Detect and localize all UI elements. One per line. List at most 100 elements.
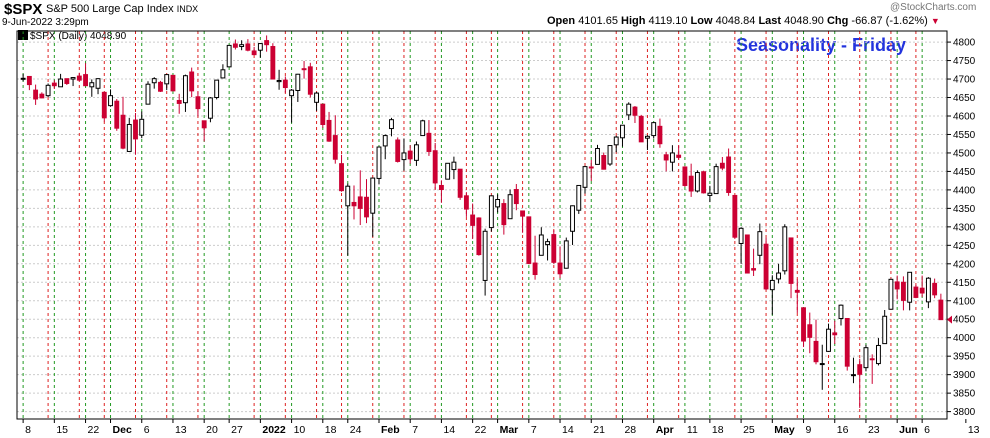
candle-body	[463, 195, 469, 210]
candle-body	[844, 317, 850, 367]
candle-body	[651, 122, 657, 137]
y-tick-label: 4400	[953, 185, 976, 196]
x-tick-label: 7	[531, 424, 537, 436]
x-tick-label: 18	[712, 424, 724, 436]
candle-body	[776, 272, 781, 280]
x-tick-label: 22	[475, 424, 487, 436]
x-tick-label: 6	[924, 424, 930, 436]
candle-body	[782, 226, 788, 272]
candle-body	[676, 154, 682, 158]
candle-body	[645, 135, 650, 139]
candle-body	[301, 68, 307, 71]
x-tick-label: 14	[562, 424, 574, 436]
x-tick-label: 14	[443, 424, 455, 436]
candle-body	[389, 119, 394, 130]
candle-body	[907, 271, 913, 303]
candle-body	[214, 79, 220, 99]
candle-body	[563, 240, 569, 269]
candle-body	[376, 146, 382, 179]
chart-datetime: 9-Jun-2022 3:29pm	[2, 17, 89, 28]
chg-value: -66.87 (-1.62%)	[851, 15, 928, 27]
candle-body	[407, 150, 413, 160]
candle-body	[688, 175, 694, 192]
candle-body	[482, 230, 488, 281]
candle-body	[51, 82, 57, 87]
y-tick-label: 4450	[953, 167, 976, 178]
candle-body	[89, 82, 95, 88]
candle-body	[207, 97, 213, 119]
candle-body	[251, 50, 257, 56]
candle-body	[751, 268, 757, 271]
stockcharts-watermark: @StockCharts.com	[890, 2, 977, 13]
candle-body	[769, 279, 775, 291]
ticker-symbol: $SPX	[4, 1, 43, 18]
candle-body	[570, 205, 575, 232]
open-label: Open	[547, 15, 576, 27]
candle-body	[801, 307, 806, 342]
x-tick-label: 24	[350, 424, 362, 436]
candle-body	[476, 217, 482, 256]
candle-body	[501, 203, 507, 226]
x-tick-label: 16	[837, 424, 849, 436]
candle-body	[83, 74, 88, 87]
x-tick-label: 28	[624, 424, 636, 436]
candle-body	[900, 281, 906, 301]
candle-body	[220, 69, 226, 79]
y-tick-label: 3950	[953, 352, 976, 363]
candle-body	[145, 83, 151, 105]
candle-body	[588, 166, 594, 169]
last-value: 4048.90	[784, 15, 824, 27]
candle-body	[20, 77, 26, 80]
candle-body	[320, 103, 326, 125]
candle-body	[176, 99, 182, 104]
candle-body	[295, 73, 301, 91]
candle-body	[139, 118, 145, 136]
x-tick-label: 11	[687, 424, 698, 436]
candle-body	[151, 78, 157, 84]
candle-body	[551, 234, 557, 263]
candle-body	[470, 214, 476, 226]
candle-body	[638, 115, 644, 143]
candle-body	[888, 278, 894, 310]
candle-body	[701, 171, 707, 194]
candle-body	[395, 139, 401, 162]
candle-body	[719, 162, 725, 169]
candle-body	[438, 184, 444, 191]
candle-body	[70, 77, 76, 80]
candle-body	[351, 201, 357, 207]
candle-body	[451, 161, 457, 171]
candle-body	[876, 344, 881, 365]
candle-body	[232, 43, 238, 48]
high-label: High	[621, 15, 646, 27]
x-tick-label: Feb	[381, 424, 400, 436]
candle-body	[457, 168, 463, 198]
candle-body	[763, 243, 769, 290]
x-tick-label: May	[774, 424, 795, 436]
x-tick-label: 21	[593, 424, 605, 436]
candle-body	[189, 71, 195, 92]
ohlc-readout: Open 4101.65 High 4119.10 Low 4048.84 La…	[547, 15, 940, 27]
candle-body	[938, 299, 944, 321]
candle-body	[426, 132, 432, 152]
candle-body	[713, 166, 719, 195]
candle-body	[76, 75, 82, 81]
candle-body	[607, 145, 613, 165]
y-tick-label: 4700	[953, 75, 976, 86]
x-tick-label: Mar	[500, 424, 519, 436]
candle-body	[95, 78, 101, 89]
candle-body	[538, 234, 544, 256]
candle-body	[819, 363, 825, 366]
x-tick-label: 13	[968, 424, 980, 436]
candle-body	[582, 166, 588, 188]
candle-body	[58, 78, 64, 88]
candle-body	[270, 46, 276, 80]
candle-body	[913, 286, 919, 298]
y-tick-label: 4550	[953, 130, 976, 141]
high-value: 4119.10	[648, 15, 688, 27]
candle-body	[707, 192, 713, 196]
candle-body	[170, 74, 176, 92]
y-tick-label: 4800	[953, 38, 976, 49]
x-tick-label: 27	[231, 424, 243, 436]
candle-body	[414, 144, 419, 161]
candle-body	[826, 328, 831, 352]
